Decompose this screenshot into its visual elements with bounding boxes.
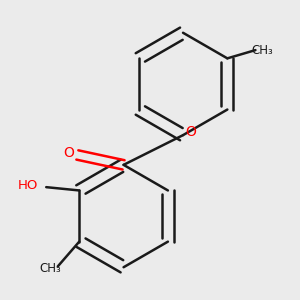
Text: O: O — [64, 146, 74, 160]
Text: CH₃: CH₃ — [252, 44, 274, 57]
Text: O: O — [185, 125, 196, 140]
Text: HO: HO — [18, 179, 38, 192]
Text: CH₃: CH₃ — [40, 262, 62, 275]
